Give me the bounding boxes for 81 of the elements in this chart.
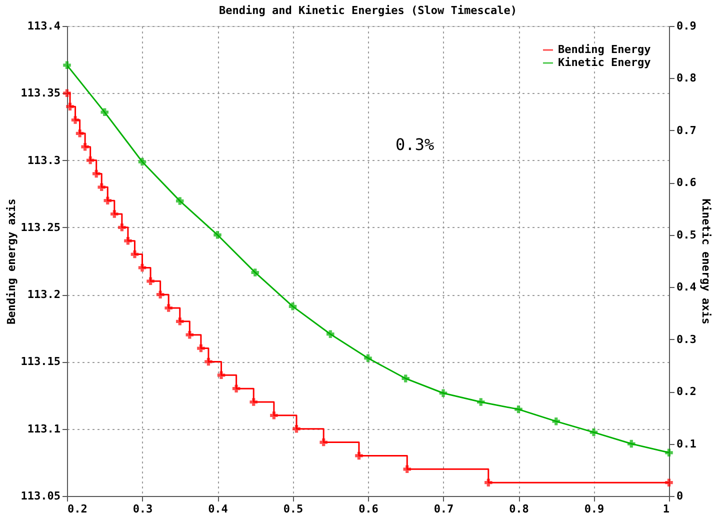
point: [232, 384, 240, 392]
y-tick-label: 113.35: [20, 86, 60, 100]
point: [292, 424, 300, 433]
y2-tick-label: 0: [676, 490, 684, 502]
x-tick-label: 0.8: [509, 502, 529, 516]
y-tick-label: 113.3: [27, 154, 60, 167]
annotation: 0.3%: [396, 134, 434, 154]
point: [76, 130, 84, 138]
point: [86, 156, 94, 164]
point: [186, 330, 194, 339]
y2-axis-title: Kinetic energy axis: [699, 198, 712, 324]
point: [214, 231, 222, 239]
y-tick-label: 113.15: [20, 355, 60, 368]
point: [118, 224, 126, 232]
point: [439, 389, 448, 397]
y2-tick-label: 0.7: [676, 124, 696, 137]
point: [197, 344, 205, 352]
point: [138, 158, 146, 166]
point: [288, 302, 297, 310]
point: [71, 116, 80, 124]
point: [204, 358, 212, 366]
point: [251, 268, 259, 276]
point: [477, 398, 485, 406]
point: [81, 142, 89, 151]
point: [402, 374, 410, 382]
point: [326, 330, 334, 338]
x-tick-label: 1: [662, 502, 670, 516]
point: [63, 61, 71, 70]
point: [100, 108, 108, 116]
point: [320, 438, 328, 446]
point: [514, 405, 522, 414]
point: [164, 304, 172, 312]
x-tick-label: 0.3: [132, 502, 153, 516]
point: [250, 398, 258, 406]
y2-tick-label: 0.3: [676, 332, 696, 346]
point: [364, 354, 372, 362]
y2-tick-label: 0.4: [676, 280, 697, 294]
point: [124, 236, 132, 245]
y-tick-label: 113.4: [27, 20, 61, 32]
legend-label: Bending Energy: [558, 43, 652, 56]
x-tick-label: 0.4: [208, 502, 228, 516]
y-tick-label: 113.2: [27, 288, 60, 302]
x-tick-label: 0.7: [434, 502, 454, 516]
point: [484, 478, 492, 486]
point: [176, 318, 184, 326]
point: [665, 478, 673, 486]
point: [552, 417, 560, 426]
y2-tick-label: 0.9: [676, 20, 696, 32]
y2-tick-label: 0.8: [676, 72, 696, 85]
point: [104, 196, 112, 204]
point: [270, 412, 278, 420]
x-tick-label: 0.5: [283, 502, 304, 516]
point: [217, 371, 226, 380]
y-tick-label: 113.1: [27, 422, 61, 436]
point: [110, 210, 118, 218]
point: [403, 465, 412, 474]
x-tick-label: 0.9: [584, 502, 604, 516]
point: [176, 197, 184, 205]
y2-tick-label: 0.5: [676, 228, 696, 242]
point: [665, 448, 673, 457]
point: [628, 440, 636, 448]
y-tick-label: 113.05: [20, 490, 60, 502]
point: [590, 428, 598, 436]
point: [355, 452, 363, 460]
y2-tick-label: 0.6: [676, 176, 697, 190]
point: [156, 290, 164, 298]
point: [63, 89, 71, 98]
point: [98, 183, 106, 192]
point: [130, 250, 139, 258]
point: [66, 102, 74, 110]
y2-tick-label: 0.1: [676, 437, 697, 450]
x-tick-label: 0.2: [68, 502, 88, 516]
chart-title: Bending and Kinetic Energies (Slow Timescale): [218, 4, 518, 17]
legend-label: Kinetic Energy: [558, 56, 652, 69]
y-axis-title: Bending energy axis: [4, 198, 18, 324]
point: [138, 264, 146, 272]
point: [92, 170, 100, 178]
y2-tick-label: 0.2: [676, 385, 696, 398]
point: [146, 277, 154, 286]
x-tick-label: 0.6: [358, 502, 379, 516]
y-tick-label: 113.25: [20, 220, 60, 234]
